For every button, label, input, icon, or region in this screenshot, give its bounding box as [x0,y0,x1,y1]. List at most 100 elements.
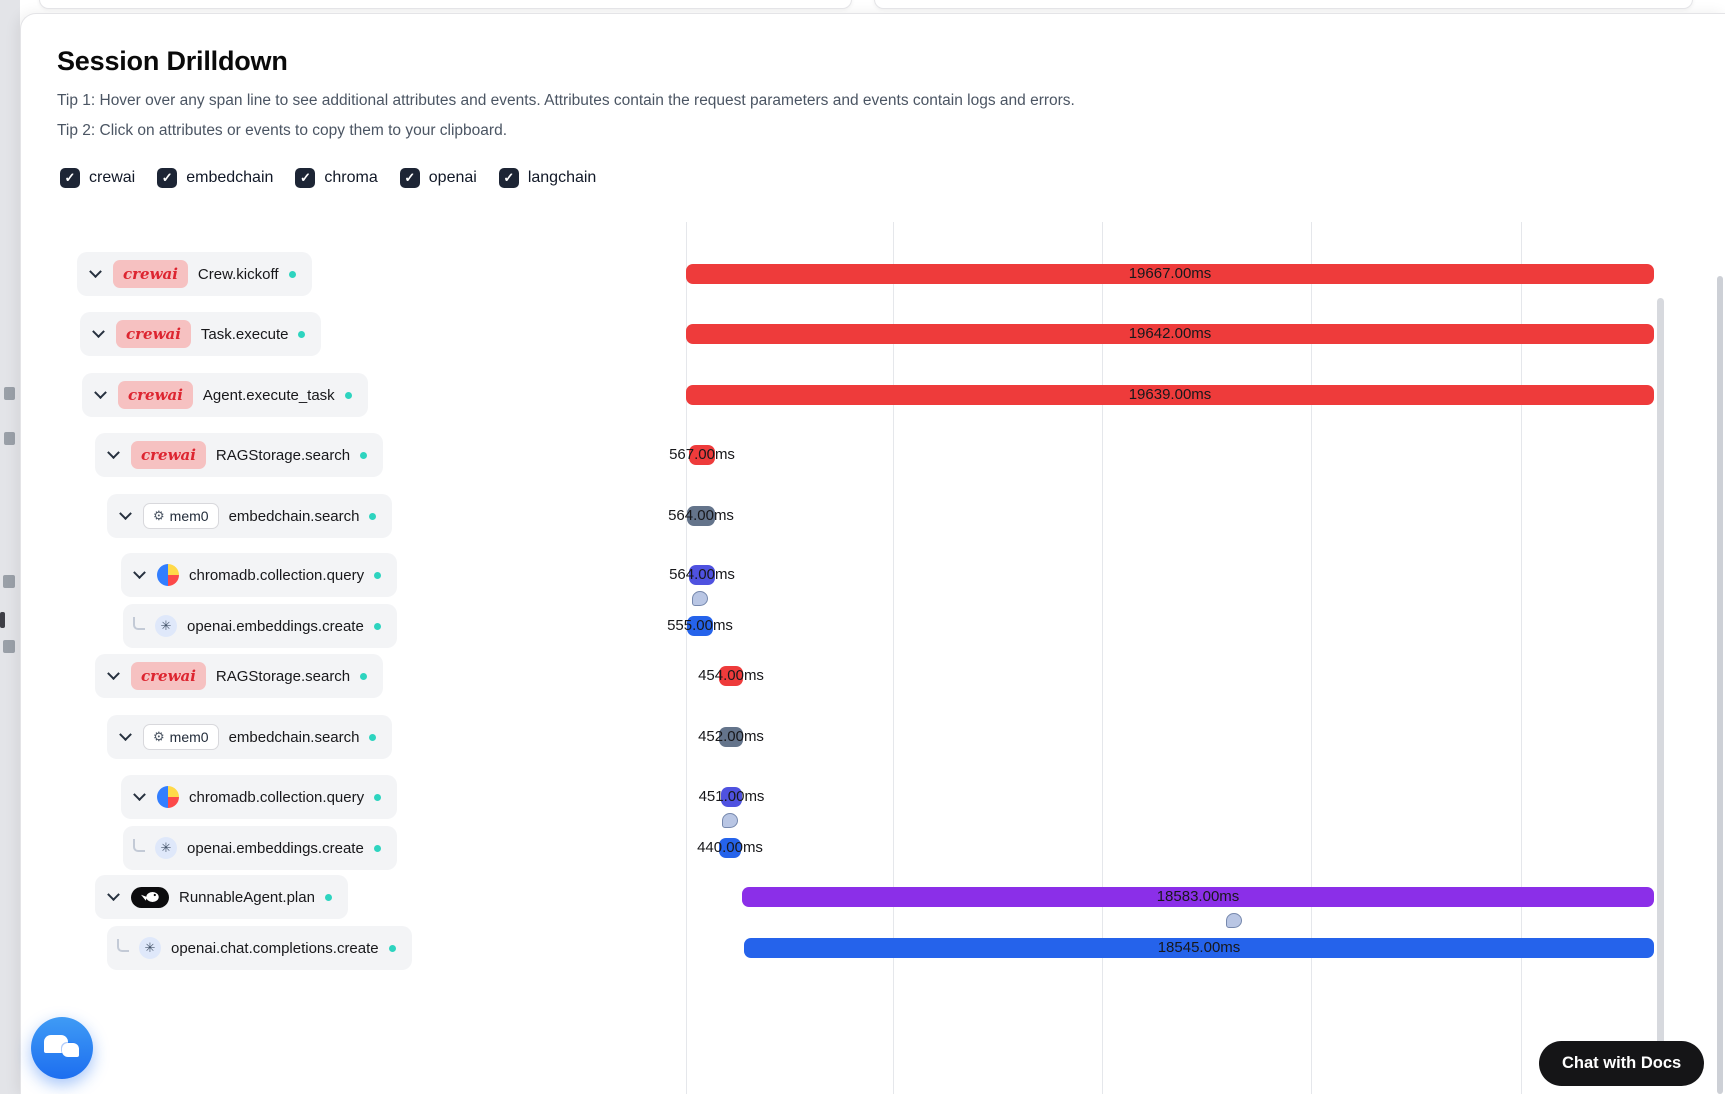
span-name: openai.chat.completions.create [171,939,379,957]
underlying-page-edge [0,0,20,1094]
span-duration-label: 454.00ms [698,667,764,684]
chevron-down-icon[interactable] [131,565,147,583]
page-edge-icon [3,575,15,588]
span-duration-bar[interactable] [686,264,1654,284]
checkbox-checked-icon[interactable]: ✓ [399,168,420,188]
event-bubble-icon[interactable] [1226,913,1242,928]
span-name: RAGStorage.search [215,446,351,464]
span-label-pill[interactable]: crewai RAGStorage.search [95,654,384,698]
chevron-down-icon[interactable] [117,727,133,745]
chat-with-docs-button[interactable]: Chat with Docs [1539,1041,1705,1086]
span-label-pill[interactable]: crewai Task.execute [80,312,322,356]
span-label-pill[interactable]: chromadb.collection.query [121,553,398,597]
span-duration-label: 567.00ms [669,446,735,463]
span-name: embedchain.search [228,728,360,746]
filter-label: openai [428,169,477,186]
timeline-gridline [1102,222,1103,1094]
span-name: openai.embeddings.create [187,617,364,635]
chevron-down-icon[interactable] [117,506,133,524]
filter-embedchain[interactable]: ✓ embedchain [157,168,273,188]
chevron-down-icon[interactable] [105,887,121,905]
span-label-pill[interactable]: chromadb.collection.query [121,775,398,819]
span-label-pill[interactable]: ✳ openai.chat.completions.create [107,926,412,970]
timeline-gridline [1311,222,1312,1094]
status-dot [369,733,377,741]
elbow-connector-icon [133,616,145,630]
span-duration-bar[interactable] [686,385,1654,405]
span-name: embedchain.search [228,507,360,525]
span-label-pill[interactable]: crewai Crew.kickoff [77,252,312,296]
span-duration-label: 452.00ms [698,728,764,745]
page-scrollbar[interactable] [1717,276,1723,1094]
filter-label: crewai [89,169,136,186]
page-edge-icon [3,640,15,653]
span-duration-bar[interactable] [721,787,742,807]
checkbox-checked-icon[interactable]: ✓ [498,168,519,188]
event-bubble-icon[interactable] [692,591,708,606]
span-name: Task.execute [200,325,289,343]
chevron-down-icon[interactable] [87,264,103,282]
tip-1-text: Tip 1: Hover over any span line to see a… [57,92,1075,109]
span-duration-bar[interactable] [687,616,713,636]
chevron-down-icon[interactable] [92,385,108,403]
filter-bar: ✓ crewai ✓ embedchain ✓ chroma ✓ openai ✓ langcha… [60,168,596,188]
langchain-parrot-icon [131,886,169,908]
span-duration-bar[interactable] [686,324,1654,344]
chevron-down-icon[interactable] [105,445,121,463]
span-duration-label: 451.00ms [698,788,765,805]
event-bubble-icon[interactable] [722,813,738,828]
span-duration-bar[interactable] [689,445,715,465]
span-duration-label: 555.00ms [667,617,733,634]
filter-crewai[interactable]: ✓ crewai [60,168,135,188]
filter-label: embedchain [186,169,274,186]
chevron-down-icon[interactable] [131,787,147,805]
span-duration-bar[interactable] [719,727,743,747]
span-label-pill[interactable]: crewai RAGStorage.search [95,433,384,477]
span-duration-bar[interactable] [744,938,1654,958]
filter-openai[interactable]: ✓ openai [399,168,477,188]
span-label-pill[interactable]: ⚙ mem0 embedchain.search [107,715,393,759]
span-label-pill[interactable]: crewai Agent.execute_task [82,373,368,417]
crewai-logo-badge: crewai [118,381,193,409]
span-name: Crew.kickoff [197,265,279,283]
chevron-down-icon[interactable] [90,324,106,342]
chat-widget-launcher-button[interactable] [31,1017,93,1079]
chroma-icon [157,786,179,808]
span-duration-bar[interactable] [742,887,1654,907]
span-name: openai.embeddings.create [187,839,364,857]
span-duration-bar[interactable] [719,838,741,858]
span-label-pill[interactable]: ⚙ mem0 embedchain.search [107,494,393,538]
span-label-pill[interactable]: ✳ openai.embeddings.create [123,826,397,870]
filter-chroma[interactable]: ✓ chroma [295,168,378,188]
crewai-logo-badge: crewai [116,320,191,348]
status-dot [298,330,306,338]
span-duration-label: 18545.00ms [1157,939,1241,956]
checkbox-checked-icon[interactable]: ✓ [60,168,80,188]
status-dot [373,622,381,630]
page-edge-icon [4,387,15,400]
span-name: RAGStorage.search [215,667,351,685]
chevron-down-icon[interactable] [105,666,121,684]
span-name: RunnableAgent.plan [179,888,315,906]
span-name: chromadb.collection.query [189,788,365,806]
filter-label: langchain [527,169,597,186]
span-duration-bar[interactable] [687,506,715,526]
span-duration-label: 564.00ms [668,507,734,524]
span-duration-label: 19639.00ms [1128,386,1212,403]
checkbox-checked-icon[interactable]: ✓ [295,168,316,188]
checkbox-checked-icon[interactable]: ✓ [157,168,178,188]
status-dot [374,571,382,579]
page-edge-icon [4,432,15,445]
waterfall-scrollbar[interactable] [1657,298,1664,1084]
span-duration-bar[interactable] [719,666,743,686]
filter-langchain[interactable]: ✓ langchain [498,168,597,188]
span-label-pill[interactable]: RunnableAgent.plan [95,875,348,919]
span-label-pill[interactable]: ✳ openai.embeddings.create [123,604,397,648]
timeline-gridline [1521,222,1522,1094]
span-name: chromadb.collection.query [189,566,365,584]
status-dot [360,451,368,459]
span-duration-bar[interactable] [689,565,715,585]
status-dot [344,391,352,399]
